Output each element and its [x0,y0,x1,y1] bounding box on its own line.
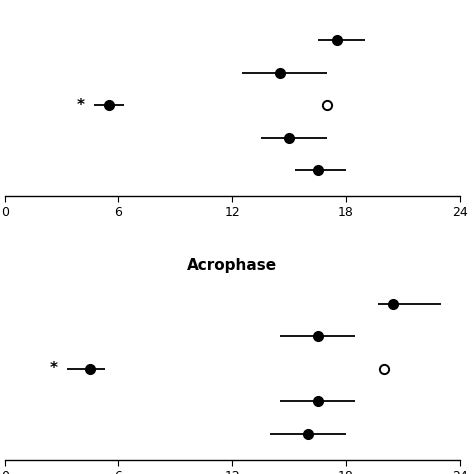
Title: Acrophase: Acrophase [187,257,277,273]
Text: *: * [77,98,84,113]
Text: *: * [50,361,58,376]
